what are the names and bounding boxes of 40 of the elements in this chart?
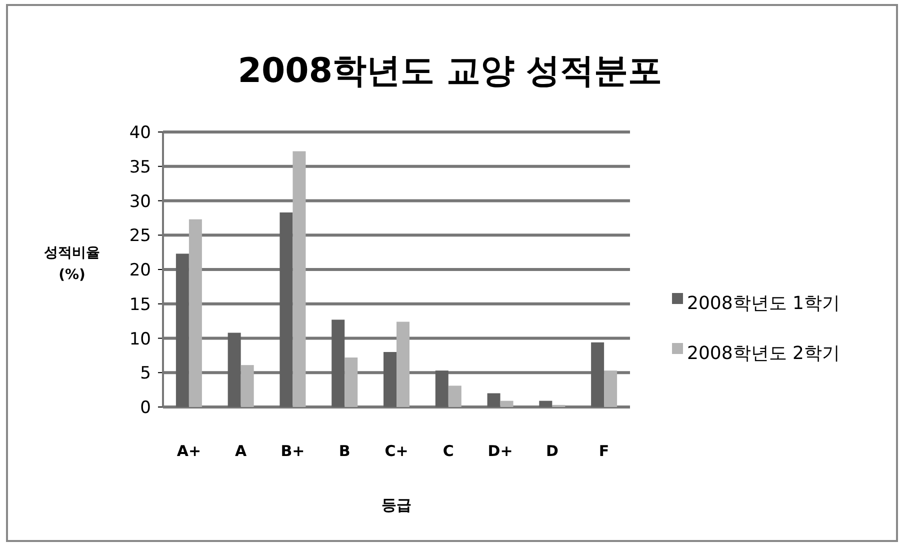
legend-label: 2008학년도 2학기	[687, 343, 840, 364]
x-tick-label: B	[338, 442, 350, 460]
y-tick-label: 25	[129, 226, 151, 246]
bar	[280, 212, 293, 407]
bar	[384, 352, 396, 407]
y-tick-label: 15	[129, 294, 151, 315]
bar	[240, 365, 254, 407]
bar	[591, 342, 604, 407]
chart-title: 2008학년도 교양 성적분포	[238, 51, 662, 91]
y-axis-title: 성적비율 (%)	[44, 245, 100, 283]
y-tick-label: 0	[140, 398, 151, 418]
y-tick-label: 40	[129, 123, 151, 143]
bar	[500, 400, 514, 407]
x-tick-label: A	[235, 442, 248, 460]
x-tick-label: F	[598, 442, 610, 460]
bar	[604, 370, 618, 407]
bar	[344, 358, 358, 407]
bar	[188, 219, 202, 407]
bar	[539, 400, 552, 407]
bar	[292, 151, 306, 407]
x-tick-label: D+	[488, 442, 513, 460]
x-axis-title: 등급	[382, 496, 412, 514]
bar	[332, 320, 345, 407]
y-tick-label: 10	[129, 329, 151, 350]
legend-label: 2008학년도 1학기	[687, 293, 840, 314]
y-tick-label: 35	[129, 157, 151, 178]
x-tick-label: A+	[176, 442, 202, 460]
y-tick-label: 30	[129, 192, 151, 212]
y-tick-label: 20	[129, 260, 151, 280]
bar	[487, 393, 500, 407]
x-tick-label: C+	[384, 442, 408, 460]
x-tick-label: C	[442, 442, 454, 460]
x-tick-label: B+	[280, 442, 305, 460]
bar	[396, 322, 410, 407]
bar	[176, 254, 189, 407]
x-tick-label: D	[546, 442, 558, 460]
bar	[448, 386, 462, 407]
bar	[228, 332, 241, 407]
bar	[435, 370, 448, 407]
y-tick-label: 5	[140, 364, 151, 384]
